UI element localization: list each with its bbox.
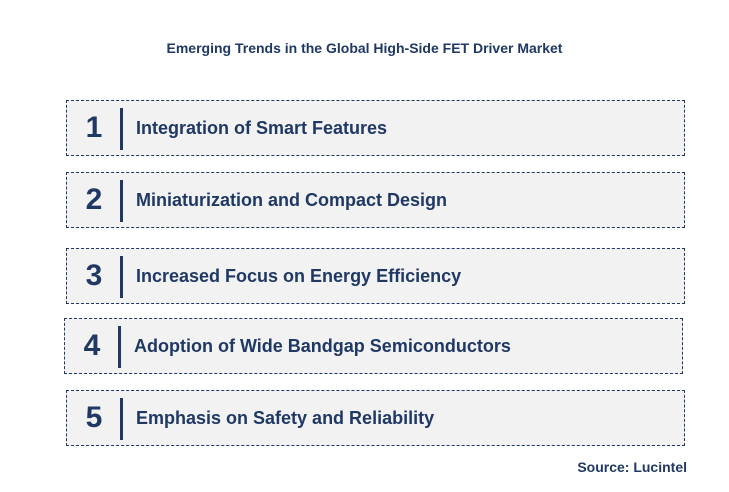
trend-label: Increased Focus on Energy Efficiency — [136, 265, 462, 286]
divider-bar — [120, 256, 123, 298]
trend-item-3: 3 Increased Focus on Energy Efficiency — [66, 248, 685, 304]
infographic-title: Emerging Trends in the Global High-Side … — [166, 40, 563, 56]
trend-label: Emphasis on Safety and Reliability — [136, 407, 435, 428]
divider-bar — [120, 180, 123, 222]
trend-number: 3 — [85, 259, 103, 292]
divider-bar — [118, 326, 121, 368]
trend-number: 5 — [85, 401, 103, 434]
divider-bar — [120, 108, 123, 150]
trend-label: Adoption of Wide Bandgap Semiconductors — [134, 335, 511, 356]
trend-number: 4 — [83, 329, 101, 362]
trend-item-1: 1 Integration of Smart Features — [66, 100, 685, 156]
trend-number: 2 — [85, 183, 103, 216]
trend-item-5: 5 Emphasis on Safety and Reliability — [66, 390, 685, 446]
trend-label: Miniaturization and Compact Design — [136, 189, 448, 210]
trend-item-2: 2 Miniaturization and Compact Design — [66, 172, 685, 228]
trend-item-4: 4 Adoption of Wide Bandgap Semiconductor… — [64, 318, 683, 374]
source-credit: Source: Lucintel — [577, 459, 687, 475]
divider-bar — [120, 398, 123, 440]
trend-number: 1 — [85, 111, 103, 144]
trend-label: Integration of Smart Features — [136, 117, 388, 138]
